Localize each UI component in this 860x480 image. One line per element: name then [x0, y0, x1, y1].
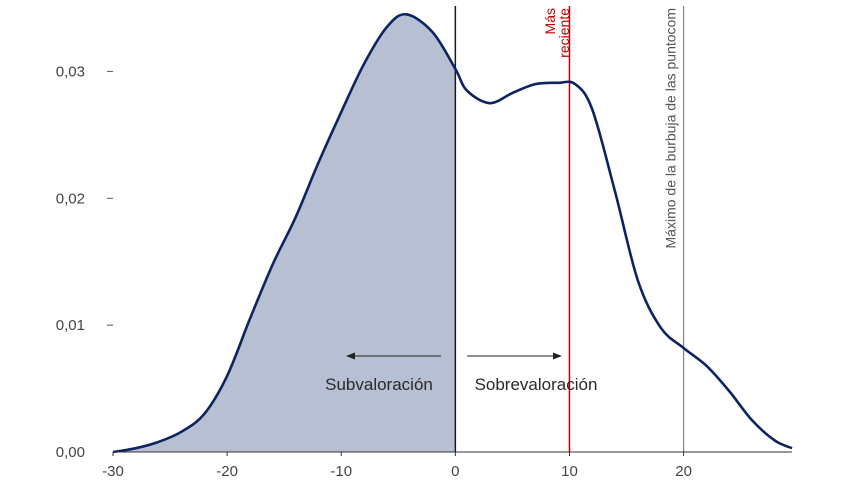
- undervaluation-label: Subvaloración: [325, 375, 433, 394]
- x-tick-label: 20: [675, 463, 692, 480]
- most-recent-label: Más: [542, 8, 558, 34]
- right-arrow-head: [553, 352, 562, 360]
- y-tick-label: 0,02: [56, 190, 85, 207]
- y-tick-label: 0,00: [56, 444, 85, 461]
- reference-lines-layer: [454, 6, 685, 452]
- y-tick-label: 0,03: [56, 63, 85, 80]
- density-curve: [112, 13, 793, 454]
- x-tick-label: -10: [330, 463, 352, 480]
- density-curve-layer: [112, 13, 793, 454]
- x-tick-label: 10: [561, 463, 578, 480]
- undervalued-area-layer: [113, 14, 456, 453]
- overvaluation-label: Sobrevaloración: [475, 375, 598, 394]
- annotation-layer: Subvaloración Sobrevaloración Másrecient…: [325, 8, 678, 394]
- y-tick-label: 0,01: [56, 317, 85, 334]
- axes-layer: -30 -20 -10 0 10 20 0,00 0,01 0,02 0,03: [56, 63, 792, 480]
- dotcom-peak-label: Máximo de la burbuja de las puntocom: [662, 8, 678, 248]
- left-arrow-head: [346, 352, 355, 360]
- x-tick-label: -30: [102, 463, 124, 480]
- x-tick-label: 0: [451, 463, 459, 480]
- undervalued-area: [113, 14, 456, 453]
- x-tick-label: -20: [216, 463, 238, 480]
- most-recent-label: reciente: [556, 8, 572, 58]
